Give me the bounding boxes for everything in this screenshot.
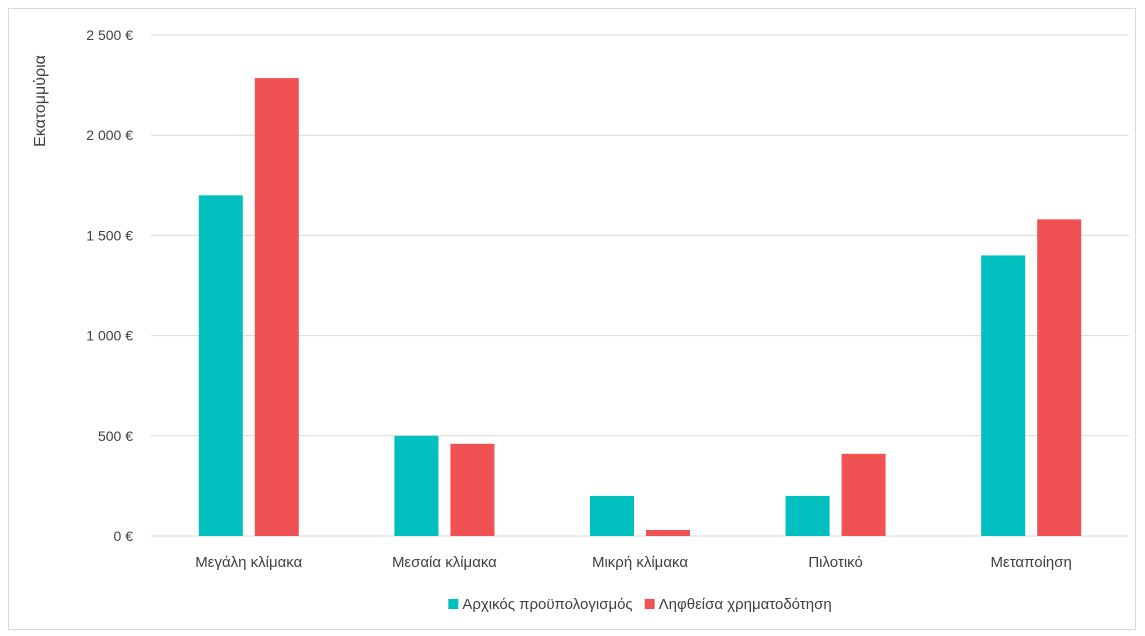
bar-initial-budget: [198, 195, 243, 536]
y-axis-label: Εκατομμύρια: [32, 55, 49, 147]
gridlines: [151, 34, 1129, 537]
chart-frame: 0 € 500 € 1 000 € 1 500 € 2 000 € 2 500 € Εκα…: [8, 8, 1136, 630]
y-tick-label: 1 000 €: [86, 328, 133, 344]
y-tick-label: 0 €: [114, 528, 134, 544]
bar-initial-budget: [785, 495, 830, 536]
bar-chart: 0 € 500 € 1 000 € 1 500 € 2 000 € 2 500 € Εκα…: [32, 27, 1129, 613]
x-axis-ticks: Μεγάλη κλίμακα Μεσαία κλίμακα Μικρή κλίμακ…: [195, 554, 1072, 571]
x-tick-label: Μεταποίηση: [991, 554, 1072, 571]
bar-initial-budget: [590, 495, 634, 536]
bar-funding-received: [1037, 219, 1082, 537]
bar-initial-budget: [394, 435, 439, 536]
y-tick-label: 2 500 €: [86, 27, 133, 43]
x-tick-label: Πιλοτικό: [808, 554, 863, 571]
bars: [198, 78, 1082, 537]
y-tick-label: 2 000 €: [86, 127, 133, 143]
bar-initial-budget: [981, 255, 1026, 536]
legend-swatch: [644, 599, 655, 609]
y-axis-ticks: 0 € 500 € 1 000 € 1 500 € 2 000 € 2 500 €: [86, 27, 133, 544]
legend-label: Αρχικός προϋπολογισμός: [462, 596, 632, 613]
legend-swatch: [448, 599, 459, 609]
legend-item: Αρχικός προϋπολογισμός: [448, 596, 633, 613]
y-tick-label: 500 €: [98, 428, 133, 444]
legend-item: Ληφθείσα χρηματοδότηση: [644, 596, 832, 613]
bar-funding-received: [646, 529, 690, 536]
x-tick-label: Μεσαία κλίμακα: [392, 554, 497, 571]
legend-label: Ληφθείσα χρηματοδότηση: [659, 596, 832, 613]
bar-funding-received: [841, 453, 886, 536]
bar-funding-received: [254, 78, 299, 536]
bar-funding-received: [450, 443, 495, 536]
x-tick-label: Μεγάλη κλίμακα: [195, 554, 302, 571]
y-tick-label: 1 500 €: [86, 227, 133, 243]
x-tick-label: Μικρή κλίμακα: [592, 554, 688, 571]
legend: Αρχικός προϋπολογισμός Ληφθείσα χρηματοδό…: [448, 596, 832, 613]
